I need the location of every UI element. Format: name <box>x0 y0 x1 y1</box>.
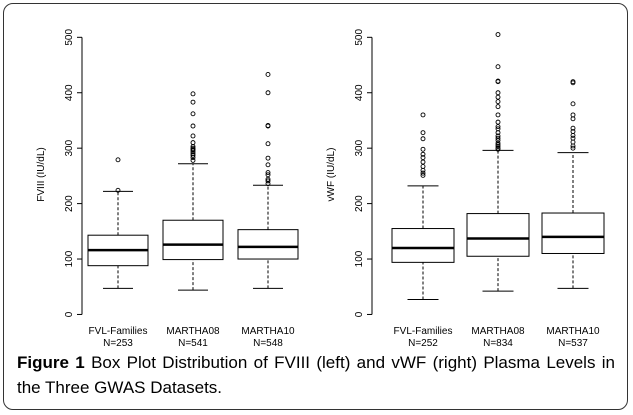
outlier <box>420 155 426 161</box>
outlier <box>420 167 426 173</box>
outlier <box>265 72 271 77</box>
box <box>466 213 530 257</box>
box <box>162 219 224 261</box>
outlier <box>570 132 576 138</box>
y-tick-label: 100 <box>354 250 365 267</box>
outlier <box>190 123 196 129</box>
y-tick-label: 500 <box>354 29 365 46</box>
outlier <box>420 112 426 118</box>
x-tick-label: N=537 <box>558 338 588 349</box>
y-tick-label: 500 <box>64 29 75 46</box>
outlier <box>420 130 426 136</box>
outlier <box>495 90 501 96</box>
outlier <box>420 164 426 169</box>
outlier <box>495 119 501 125</box>
outlier <box>495 99 501 105</box>
outlier <box>190 145 196 151</box>
outlier <box>190 152 196 158</box>
outlier <box>570 129 576 134</box>
caption-text: Box Plot Distribution of FVIII (left) an… <box>17 353 616 397</box>
outlier <box>570 112 576 118</box>
outlier <box>265 162 271 168</box>
outlier <box>265 122 271 128</box>
y-axis-label: vWF (IU/dL) <box>326 148 337 202</box>
y-tick-label: 400 <box>354 84 365 101</box>
x-tick-label: FVL-Families <box>89 326 148 337</box>
box <box>541 212 605 254</box>
y-tick-label: 300 <box>64 139 75 156</box>
outlier <box>190 140 196 146</box>
outlier <box>570 79 576 85</box>
x-tick-label: MARTHA10 <box>241 326 295 337</box>
outlier <box>570 139 576 145</box>
outlier <box>495 140 501 146</box>
outlier <box>420 146 426 152</box>
x-tick-label: N=541 <box>178 338 208 349</box>
outlier <box>495 126 501 132</box>
x-tick-label: N=253 <box>103 338 133 349</box>
figure-frame <box>3 3 628 410</box>
outlier <box>265 141 271 147</box>
y-tick-label: 300 <box>354 139 365 156</box>
box <box>237 229 299 260</box>
outlier <box>495 144 501 149</box>
outlier <box>495 112 501 118</box>
x-tick-label: N=834 <box>483 338 513 349</box>
outlier <box>495 133 501 139</box>
outlier <box>495 104 501 110</box>
x-tick-label: MARTHA10 <box>546 326 600 337</box>
x-tick-label: MARTHA08 <box>471 326 525 337</box>
outlier <box>570 145 576 151</box>
outlier <box>265 90 271 96</box>
outlier <box>420 172 426 178</box>
outlier <box>495 64 501 70</box>
x-tick-label: N=548 <box>253 338 283 349</box>
y-tick-label: 400 <box>64 84 75 101</box>
y-axis-label: FVIII (IU/dL) <box>36 147 47 201</box>
outlier <box>190 91 196 97</box>
outlier <box>265 170 271 176</box>
outlier <box>420 151 426 157</box>
outlier <box>115 157 121 163</box>
y-tick-label: 200 <box>64 195 75 212</box>
outlier <box>190 111 196 117</box>
caption-label: Figure 1 <box>17 353 85 372</box>
outlier <box>495 32 501 37</box>
outlier <box>495 145 501 151</box>
outlier <box>420 159 426 165</box>
outlier <box>570 135 576 141</box>
outlier <box>265 155 271 161</box>
x-tick-label: FVL-Families <box>394 326 453 337</box>
outlier <box>570 125 576 131</box>
y-tick-label: 0 <box>64 311 75 317</box>
outlier <box>190 99 196 105</box>
y-tick-label: 100 <box>64 250 75 267</box>
outlier <box>495 135 501 141</box>
outlier <box>265 172 271 178</box>
caption: Figure 1 Box Plot Distribution of FVIII … <box>17 350 615 400</box>
outlier <box>420 170 426 176</box>
outlier <box>420 136 426 142</box>
outlier <box>570 101 576 107</box>
x-tick-label: MARTHA08 <box>166 326 220 337</box>
outlier <box>265 178 271 184</box>
outlier <box>570 116 576 122</box>
y-tick-label: 200 <box>354 195 365 212</box>
x-tick-label: N=252 <box>408 338 438 349</box>
outlier <box>495 78 501 84</box>
outlier <box>190 133 196 139</box>
box <box>391 228 455 263</box>
outlier <box>190 157 196 163</box>
outlier <box>115 187 121 193</box>
y-tick-label: 0 <box>354 311 365 317</box>
outlier <box>495 94 501 100</box>
